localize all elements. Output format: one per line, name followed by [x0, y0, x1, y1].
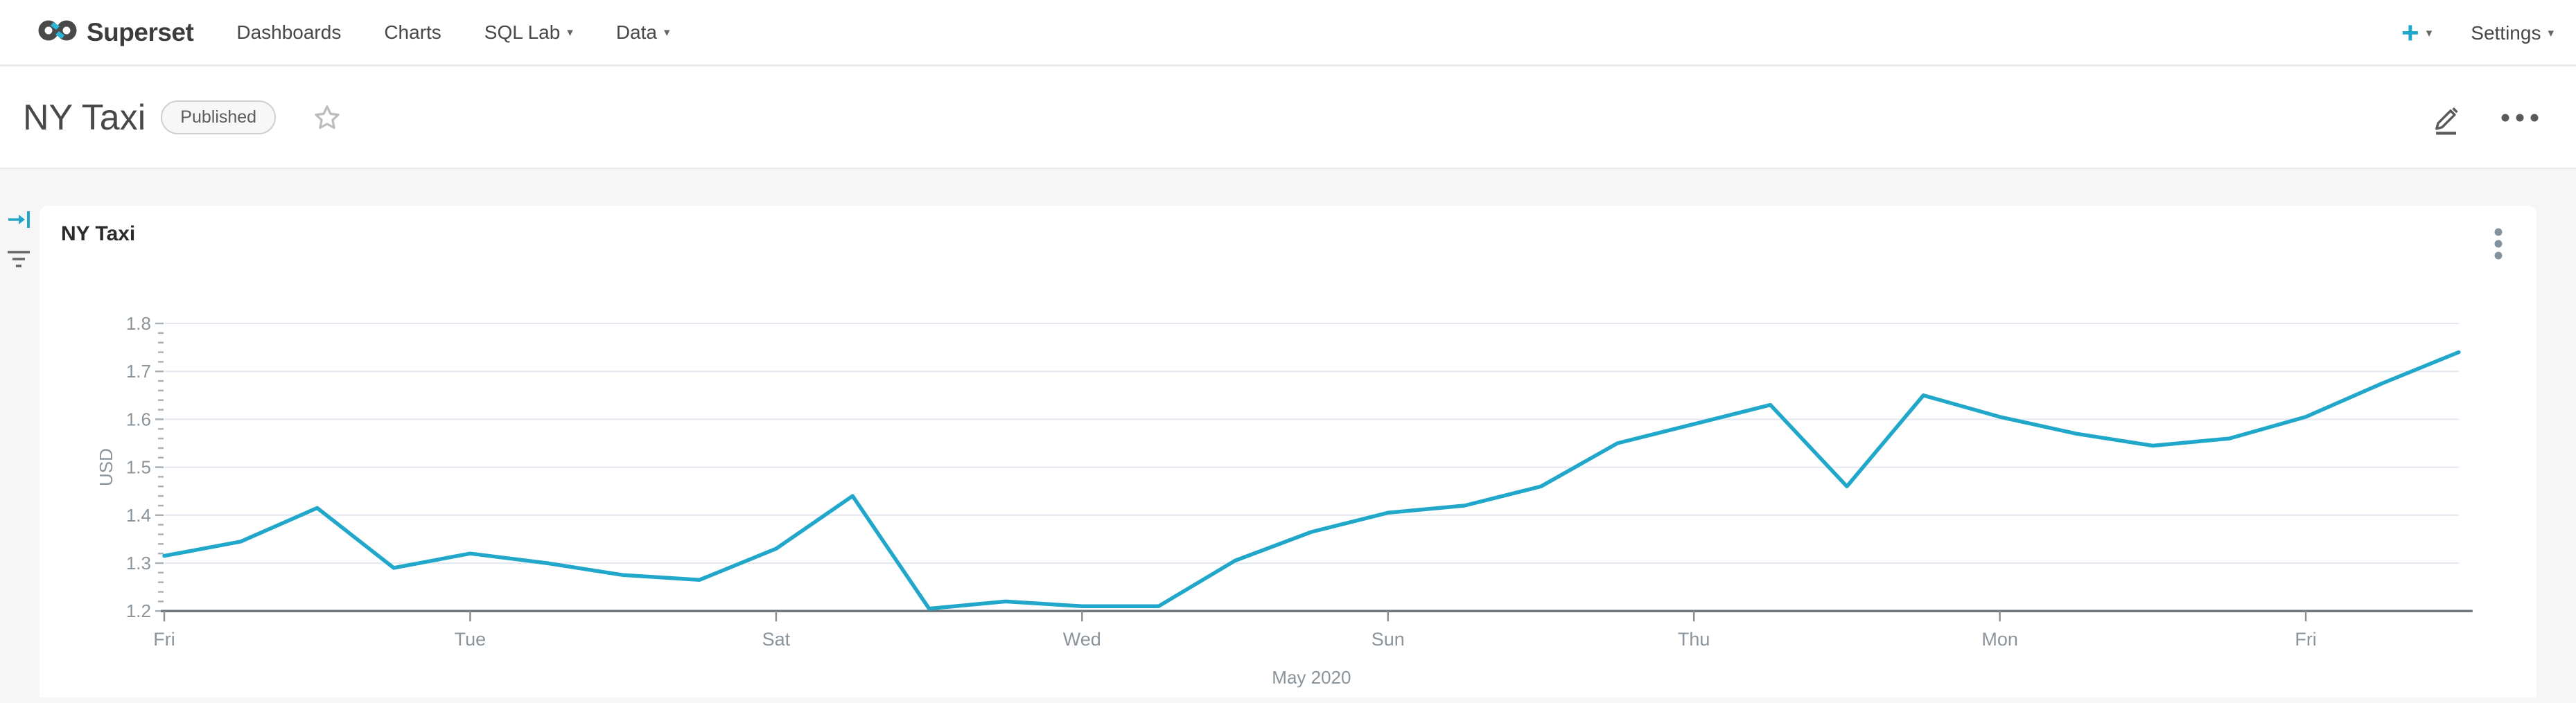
taxi-line-chart[interactable]: 1.2 1.3 1.4 1.5 1.6 1.7 1.8 Fri Tue Sat Wed Sun Thu M… — [96, 298, 2509, 700]
svg-text:Fri: Fri — [153, 629, 175, 650]
svg-text:Sat: Sat — [762, 629, 791, 650]
ellipsis-horizontal-icon — [2501, 114, 2539, 121]
svg-text:1.2: 1.2 — [126, 600, 151, 621]
svg-text:1.7: 1.7 — [126, 361, 151, 382]
arrow-to-bar-icon — [8, 211, 30, 228]
chevron-down-icon: ▾ — [2548, 26, 2554, 39]
svg-text:Tue: Tue — [455, 629, 487, 650]
chart-area: 1.2 1.3 1.4 1.5 1.6 1.7 1.8 Fri Tue Sat Wed Sun Thu M… — [96, 298, 2509, 700]
star-icon — [315, 105, 340, 129]
nav-item-data[interactable]: Data ▾ — [615, 21, 670, 43]
filter-icon-button[interactable] — [6, 248, 32, 274]
filter-lines-icon — [8, 251, 30, 267]
svg-text:Wed: Wed — [1063, 629, 1101, 650]
svg-text:USD: USD — [97, 448, 116, 486]
superset-infinity-icon — [38, 17, 77, 48]
svg-text:May 2020: May 2020 — [1272, 667, 1351, 688]
svg-text:1.4: 1.4 — [126, 505, 151, 526]
top-navbar: Superset Dashboards Charts SQL Lab ▾ Data… — [0, 0, 2576, 66]
edit-dashboard-button[interactable] — [2429, 100, 2465, 136]
svg-text:Sun: Sun — [1372, 629, 1405, 650]
svg-text:Fri: Fri — [2295, 629, 2316, 650]
nav-item-charts[interactable]: Charts — [384, 21, 441, 43]
plus-icon: + — [2401, 15, 2419, 50]
svg-text:1.6: 1.6 — [126, 409, 151, 429]
page-title[interactable]: NY Taxi — [23, 97, 146, 138]
header-actions — [2429, 100, 2540, 136]
chevron-down-icon: ▾ — [2426, 26, 2433, 39]
svg-text:1.3: 1.3 — [126, 553, 151, 573]
svg-text:Mon: Mon — [1981, 629, 2018, 650]
chevron-down-icon: ▾ — [567, 26, 573, 39]
svg-text:1.5: 1.5 — [126, 457, 151, 478]
chart-card: NY Taxi 1.2 1.3 1.4 1.5 1.6 1.7 1.8 Fri Tue Sat We… — [40, 206, 2536, 697]
settings-menu[interactable]: Settings ▾ — [2471, 21, 2554, 44]
dashboard-more-menu[interactable] — [2500, 113, 2540, 123]
nav-item-dashboards[interactable]: Dashboards — [236, 21, 342, 43]
favorite-star-button[interactable] — [312, 103, 342, 133]
chevron-down-icon: ▾ — [663, 26, 670, 39]
chart-options-menu[interactable] — [2489, 224, 2507, 267]
navbar-right: + ▾ Settings ▾ — [2401, 0, 2576, 66]
brand-name: Superset — [87, 17, 194, 46]
expand-filter-bar-button[interactable] — [7, 209, 32, 233]
new-item-button[interactable]: + ▾ — [2401, 15, 2433, 50]
nav-menu: Dashboards Charts SQL Lab ▾ Data ▾ — [236, 21, 712, 44]
pencil-icon — [2435, 107, 2458, 135]
svg-text:1.8: 1.8 — [126, 313, 151, 334]
ellipsis-vertical-icon — [2494, 228, 2503, 260]
svg-text:Thu: Thu — [1678, 629, 1710, 650]
status-badge[interactable]: Published — [161, 100, 277, 134]
superset-logo[interactable]: Superset — [38, 17, 194, 48]
dashboard-header: NY Taxi Published — [0, 67, 2576, 169]
chart-title: NY Taxi — [61, 222, 136, 245]
nav-item-sql-lab[interactable]: SQL Lab ▾ — [484, 21, 573, 43]
